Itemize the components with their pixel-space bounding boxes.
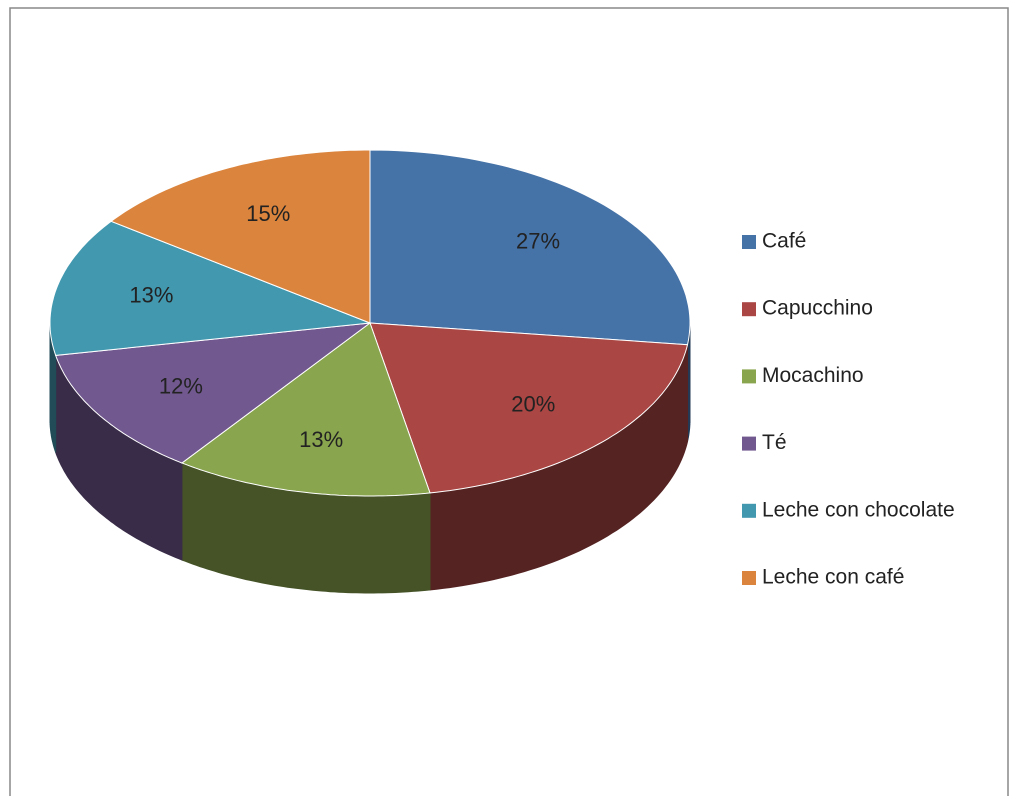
legend-swatch	[742, 571, 756, 585]
legend-swatch	[742, 369, 756, 384]
legend-label: Leche con café	[762, 566, 904, 589]
slice	[369, 322, 689, 494]
legend-swatch	[742, 302, 756, 317]
slice	[369, 149, 691, 346]
legend-swatch	[742, 235, 756, 249]
slice	[110, 149, 371, 324]
data-label: 20%	[511, 392, 555, 417]
legend-label: Café	[762, 230, 806, 253]
slice	[49, 220, 371, 356]
legend-swatch	[742, 436, 756, 451]
legend-label: Mocachino	[762, 364, 864, 387]
data-label: 27%	[516, 229, 560, 254]
slice	[180, 322, 431, 497]
data-label: 13%	[299, 427, 343, 452]
data-label: 13%	[129, 282, 173, 307]
data-label: 12%	[159, 374, 203, 399]
data-label: 15%	[246, 201, 290, 226]
legend-label: Leche con chocolate	[762, 498, 955, 521]
legend-label: Té	[762, 431, 787, 454]
legend-swatch	[742, 503, 756, 518]
legend-label: Capucchino	[762, 297, 873, 320]
slice	[55, 322, 372, 464]
